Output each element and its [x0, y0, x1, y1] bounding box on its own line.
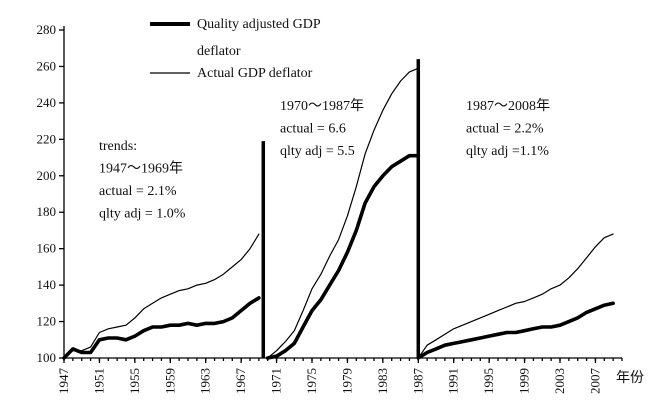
annotation-period1-line: qlty adj = 1.0%: [99, 207, 186, 222]
x-tick-label: 1947: [56, 368, 71, 395]
series-lines: [62, 67, 615, 360]
y-tick-label: 220: [37, 131, 57, 146]
x-tick-label: 2003: [552, 368, 567, 394]
series-line-quality-adjusted-segment-3: [416, 301, 615, 360]
y-tick-label: 100: [37, 350, 57, 365]
x-tick-label: 1955: [127, 368, 142, 394]
x-axis-label: 年份: [616, 370, 644, 386]
x-tick-label: 1971: [269, 368, 284, 394]
annotation-period3-line: 1987～2008年: [466, 98, 550, 114]
legend-label: Quality adjusted GDP: [197, 17, 321, 32]
annotations: trends: 1947～1969年 actual = 2.1% qlty adj =…: [99, 98, 550, 222]
x-tick-label: 1995: [481, 368, 496, 394]
x-tick-label: 1959: [162, 368, 177, 394]
annotation-period3-line: actual = 2.2%: [466, 122, 544, 137]
y-tick-label: 240: [37, 95, 57, 110]
annotation-period2-line: qlty adj = 5.5: [280, 144, 355, 159]
x-tick-label: 1975: [304, 368, 319, 394]
y-tick-label: 180: [37, 204, 57, 219]
series-line-actual-segment-1: [63, 233, 260, 359]
y-tick-label: 200: [37, 168, 57, 183]
annotation-period3-line: qlty adj =1.1%: [466, 144, 549, 159]
y-tick-label: 120: [37, 314, 57, 329]
series-line-actual-segment-2: [267, 67, 419, 359]
y-tick-label: 260: [37, 58, 57, 73]
x-tick-label: 1963: [198, 368, 213, 394]
y-tick-label: 280: [37, 22, 57, 37]
legend-label: Actual GDP deflator: [197, 66, 313, 81]
legend: Quality adjusted GDP deflator Actual GDP d…: [150, 17, 321, 81]
x-tick-label: 1991: [446, 368, 461, 394]
y-tick-label: 140: [37, 277, 57, 292]
x-tick-label: 1951: [91, 368, 106, 394]
x-tick-label: 1979: [339, 368, 354, 394]
annotation-period1-line: actual = 2.1%: [99, 184, 177, 199]
axes: 100 120 140 160 180 200 220 240 260 280 1947 1951 19…: [37, 22, 645, 394]
annotation-period1-line: trends:: [99, 139, 137, 154]
x-tick-label: 2007: [587, 368, 602, 395]
series-line-actual-segment-3: [417, 233, 614, 359]
legend-label: deflator: [197, 44, 241, 59]
x-tick-label: 1983: [375, 368, 390, 394]
x-tick-label: 1967: [233, 368, 248, 395]
annotation-period1-line: 1947～1969年: [99, 161, 183, 177]
x-tick-label: 1999: [517, 368, 532, 394]
annotation-period2-line: 1970～1987年: [280, 98, 364, 114]
x-tick-label: 1987: [410, 368, 425, 395]
y-tick-label: 160: [37, 241, 57, 256]
annotation-period2-line: actual = 6.6: [280, 122, 346, 137]
series-line-quality-adjusted-segment-1: [62, 296, 261, 360]
period-dividers: [261, 59, 421, 358]
series-line-quality-adjusted-segment-2: [265, 153, 421, 360]
